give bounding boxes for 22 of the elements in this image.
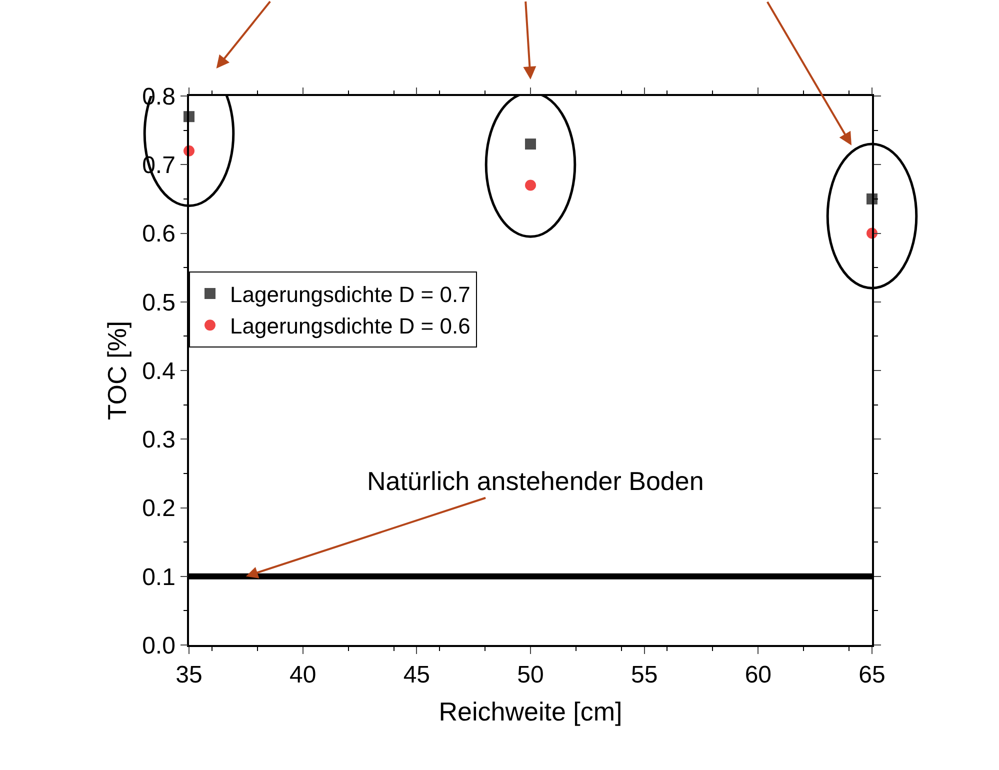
legend-label: Lagerungsdichte D = 0.7 xyxy=(230,282,470,308)
x-tick-label: 55 xyxy=(630,662,658,689)
x-axis-title: Reichweite [cm] xyxy=(438,696,622,727)
x-tick-label: 60 xyxy=(744,662,772,689)
y-tick-label: 0.0 xyxy=(142,632,176,660)
x-tick-label: 50 xyxy=(517,662,544,689)
x-tick-label: 65 xyxy=(858,662,886,689)
annotation: Natürlich anstehender Boden xyxy=(367,466,704,496)
y-tick-label: 0.2 xyxy=(142,495,176,522)
y-tick-label: 0.1 xyxy=(142,564,176,591)
point xyxy=(525,180,536,191)
x-tick-label: 40 xyxy=(289,662,316,689)
legend-label: Lagerungsdichte D = 0.6 xyxy=(230,314,470,339)
y-tick-label: 0.8 xyxy=(142,83,176,110)
x-tick-label: 35 xyxy=(176,662,202,689)
y-tick-label: 0.3 xyxy=(142,426,176,454)
y-tick-label: 0.6 xyxy=(142,220,176,248)
point xyxy=(525,138,536,150)
y-tick-label: 0.5 xyxy=(142,289,176,316)
x-tick-label: 45 xyxy=(403,662,430,689)
y-tick-label: 0.4 xyxy=(142,358,176,385)
y-axis-title: TOC [%] xyxy=(102,320,132,420)
